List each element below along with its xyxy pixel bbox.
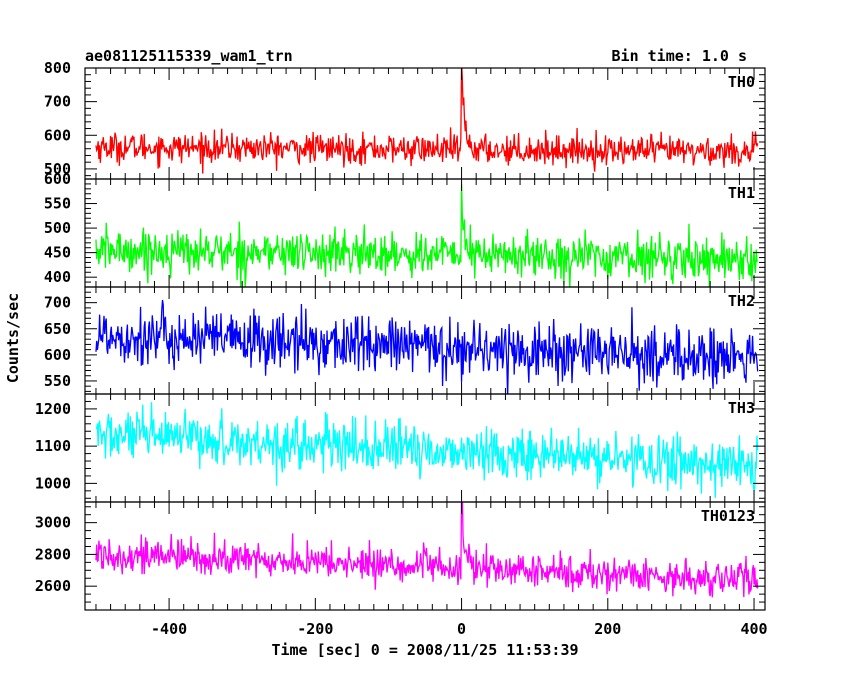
y-tick-label: 700 <box>44 294 71 312</box>
y-tick-label: 500 <box>44 160 71 178</box>
y-tick-label: 600 <box>44 126 71 144</box>
y-tick-label: 1200 <box>35 400 71 418</box>
panel-label-th2: TH2 <box>728 292 755 310</box>
series-th3 <box>95 402 759 498</box>
panel-th0: 500 600 700 800 TH0 <box>44 59 766 180</box>
panel-frame <box>84 501 766 611</box>
y-tick-label: 2600 <box>35 577 71 595</box>
panels-group: 500600700800TH0400450500550600TH15506006… <box>35 59 766 611</box>
y-tick-label: 400 <box>44 268 71 286</box>
series-th0123 <box>95 502 759 598</box>
y-tick-label: 550 <box>44 372 71 390</box>
y-tick-label: 1000 <box>35 474 71 492</box>
x-tick-label: 400 <box>740 620 767 638</box>
series-th2 <box>95 299 759 394</box>
y-tick-label: 650 <box>44 320 71 338</box>
y-tick-label: 2800 <box>35 545 71 563</box>
y-axis-label: Counts/sec <box>4 293 22 383</box>
panel-th3: 1000 1100 1200 TH3 <box>35 393 766 503</box>
y-tick-label: 800 <box>44 59 71 77</box>
x-tick-label: -400 <box>151 620 187 638</box>
y-tick-label: 600 <box>44 170 71 188</box>
panel-label-th0123: TH0123 <box>701 507 755 525</box>
panel-th1: 400 450 500 550 600 TH1 <box>44 170 766 288</box>
y-tick-label: 700 <box>44 93 71 111</box>
y-tick-label: 450 <box>44 244 71 262</box>
y-tick-label: 500 <box>44 219 71 237</box>
panel-label-th3: TH3 <box>728 399 755 417</box>
y-tick-label: 550 <box>44 195 71 213</box>
x-axis-label: Time [sec] 0 = 2008/11/25 11:53:39 <box>271 641 578 659</box>
series-th0 <box>95 68 759 174</box>
y-tick-label: 600 <box>44 346 71 364</box>
series-th1 <box>95 184 759 287</box>
x-axis: -400 -200 0 200 400 <box>151 620 768 638</box>
panel-label-th0: TH0 <box>728 73 755 91</box>
panel-th0123: 2600 2800 3000 TH0123 <box>35 501 766 611</box>
panel-label-th1: TH1 <box>728 184 755 202</box>
y-tick-label: 1100 <box>35 437 71 455</box>
panel-frame <box>84 67 766 180</box>
bin-time-label: Bin time: 1.0 s <box>612 47 747 65</box>
x-tick-label: 200 <box>594 620 621 638</box>
panel-frame <box>84 178 766 288</box>
x-tick-label: -200 <box>297 620 333 638</box>
panel-th2: 550 600 650 700 TH2 <box>44 286 766 395</box>
y-tick-label: 3000 <box>35 514 71 532</box>
chart-title: ae081125115339_wam1_trn <box>85 47 293 65</box>
x-tick-label: 0 <box>457 620 466 638</box>
